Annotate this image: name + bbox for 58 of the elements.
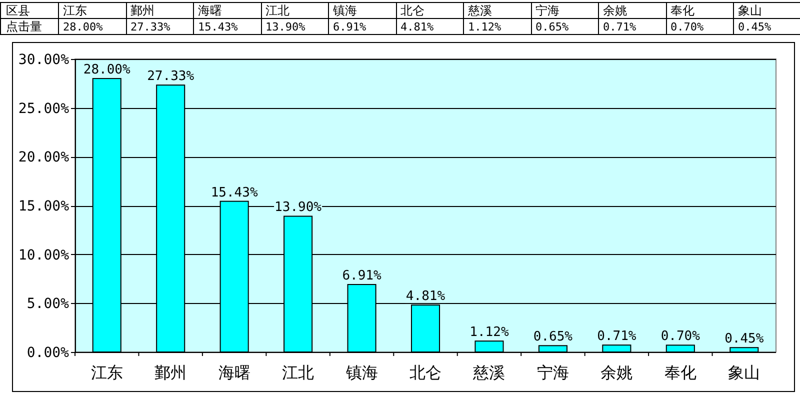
text: 0.71%: [597, 329, 636, 344]
y-tick-label: 25.00%: [18, 100, 70, 117]
x-tick-label: 奉化: [664, 363, 696, 382]
category-label: 奉化: [670, 4, 694, 18]
text: 0.45%: [724, 332, 764, 347]
data-label: 4.81%: [400, 20, 434, 34]
x-tick-label: 北仑: [410, 363, 442, 382]
x-tick-label: 宁海: [536, 363, 569, 382]
x-tick-label: 象山: [728, 363, 760, 382]
y-axis-title: 点击量: [6, 20, 42, 34]
bar: [474, 340, 504, 352]
category-label: 江北: [266, 4, 290, 18]
x-tick-label: 慈溪: [472, 363, 506, 382]
x-tick-label: 鄞州: [154, 363, 187, 382]
bar: [538, 345, 568, 352]
data-label: 6.91%: [333, 20, 366, 34]
x-tick-label: 镇海: [344, 363, 378, 382]
y-tick-label: 10.00%: [18, 247, 70, 264]
text: 1.12%: [470, 325, 509, 340]
y-tick-label: 15.00%: [18, 198, 70, 214]
y-tick-label: 30.00%: [18, 52, 70, 68]
category-label: 海曙: [198, 4, 222, 18]
data-label: 1.12%: [468, 20, 502, 34]
x-axis-title: 区县: [6, 4, 30, 18]
bar: [666, 344, 695, 352]
category-label: 宁海: [536, 4, 560, 18]
data-label: 0.70%: [670, 20, 704, 34]
text: 15.43%: [210, 185, 258, 200]
data-label: 0.65%: [536, 20, 569, 34]
category-label: 北仑: [400, 4, 424, 18]
y-tick-label: 20.00%: [18, 150, 70, 166]
x-tick-label: 余姚: [600, 363, 633, 382]
bar: [730, 347, 759, 352]
data-label: 0.45%: [738, 20, 772, 34]
data-label: 28.00%: [63, 20, 104, 34]
text: 6.91%: [342, 268, 382, 284]
category-label: 慈溪: [468, 4, 492, 18]
y-tick-label: 5.00%: [26, 296, 70, 312]
text: 4.81%: [406, 289, 446, 304]
category-label: 镇海: [333, 4, 357, 18]
data-label: 0.71%: [603, 20, 636, 34]
y-tick-label: 0.00%: [26, 345, 70, 361]
data-label: 27.33%: [130, 20, 171, 34]
category-label: 江东: [63, 4, 87, 18]
text: 0.65%: [533, 330, 573, 345]
text: 27.33%: [147, 69, 194, 84]
x-tick-label: 江东: [90, 363, 123, 382]
bar: [602, 344, 632, 352]
category-label: 鄞州: [130, 4, 154, 18]
category-label: 象山: [738, 4, 762, 18]
text: 0.70%: [660, 329, 700, 344]
text: 13.90%: [274, 200, 322, 216]
x-tick-label: 江北: [282, 363, 314, 382]
x-tick-label: 海曙: [218, 363, 250, 382]
text: 28.00%: [83, 62, 130, 78]
data-label: 15.43%: [198, 20, 238, 34]
category-label: 余姚: [603, 4, 627, 18]
data-label: 13.90%: [266, 20, 306, 34]
